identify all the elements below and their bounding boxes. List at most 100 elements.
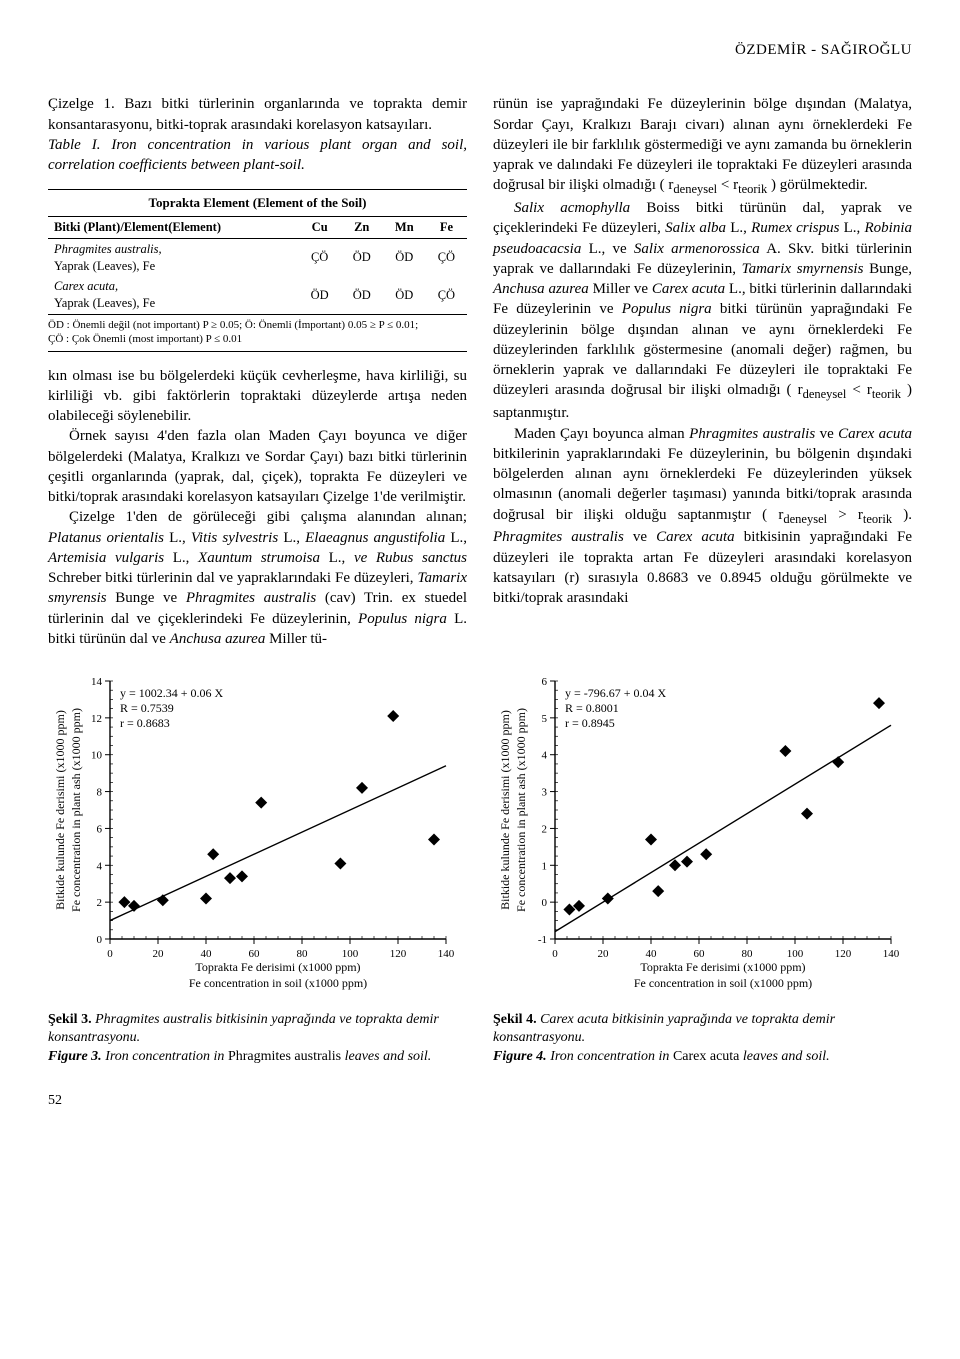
svg-text:Toprakta Fe derisimi (x1000 pp: Toprakta Fe derisimi (x1000 ppm)	[195, 960, 360, 974]
body-para: kın olması ise bu bölgelerdeki küçük cev…	[48, 366, 467, 427]
svg-text:Toprakta Fe derisimi (x1000 pp: Toprakta Fe derisimi (x1000 ppm)	[640, 960, 805, 974]
svg-text:6: 6	[97, 824, 103, 836]
text-columns: Çizelge 1. Bazı bitki türlerinin organla…	[48, 94, 912, 649]
element-table: Bitki (Plant)/Element(Element) Cu Zn Mn …	[48, 216, 467, 315]
fig4-caption: Şekil 4. Carex acuta bitkisinin yaprağın…	[493, 1011, 912, 1066]
col-mn: Mn	[383, 216, 426, 238]
fig4-en-bold: Figure 4.	[493, 1049, 547, 1064]
svg-text:5: 5	[542, 713, 548, 725]
svg-text:40: 40	[646, 948, 658, 960]
fig3-caption: Şekil 3. Phragmites australis bitkisinin…	[48, 1011, 467, 1066]
svg-text:4: 4	[542, 750, 548, 762]
cell: ÖD	[299, 276, 341, 314]
running-head: ÖZDEMİR - SAĞIROĞLU	[48, 40, 912, 60]
right-column: rünün ise yaprağındaki Fe düzeylerinin b…	[493, 94, 912, 649]
svg-text:12: 12	[91, 713, 102, 725]
svg-text:Fe concentration in soil (x100: Fe concentration in soil (x1000 ppm)	[189, 976, 367, 990]
row-label: Phragmites australis,Yaprak (Leaves), Fe	[48, 238, 299, 276]
table-caption-en-prefix: Table I.	[48, 137, 100, 153]
fig3-tr: Phragmites australis bitkisinin yaprağın…	[48, 1012, 439, 1045]
svg-text:20: 20	[153, 948, 165, 960]
table-caption: Çizelge 1. Bazı bitki türlerinin organla…	[48, 94, 467, 175]
body-para: Çizelge 1'den de görüleceği gibi çalışma…	[48, 507, 467, 649]
fig4-tr-bold: Şekil 4.	[493, 1012, 537, 1027]
row-label: Carex acuta,Yaprak (Leaves), Fe	[48, 276, 299, 314]
svg-text:2: 2	[97, 897, 103, 909]
cell: ÇÖ	[426, 238, 467, 276]
cell: ÖD	[341, 238, 383, 276]
svg-text:140: 140	[438, 948, 455, 960]
svg-text:120: 120	[390, 948, 407, 960]
table-caption-tr: Çizelge 1. Bazı bitki türlerinin organla…	[48, 94, 467, 135]
col-cu: Cu	[299, 216, 341, 238]
cell: ÇÖ	[426, 276, 467, 314]
cell: ÖD	[383, 238, 426, 276]
svg-text:r = 0.8683: r = 0.8683	[120, 716, 170, 730]
svg-text:100: 100	[342, 948, 359, 960]
svg-text:R = 0.8001: R = 0.8001	[565, 701, 619, 715]
svg-text:r = 0.8945: r = 0.8945	[565, 716, 615, 730]
fig4-en-after: leaves and soil.	[739, 1049, 829, 1064]
table-rowhead: Bitki (Plant)/Element(Element)	[48, 216, 299, 238]
table-header-row: Bitki (Plant)/Element(Element) Cu Zn Mn …	[48, 216, 467, 238]
figure-row: 02040608010012014002468101214y = 1002.34…	[48, 671, 912, 1066]
table-row: Phragmites australis,Yaprak (Leaves), Fe…	[48, 238, 467, 276]
svg-text:6: 6	[542, 676, 548, 688]
fig3-tr-bold: Şekil 3.	[48, 1012, 92, 1027]
svg-text:3: 3	[542, 787, 548, 799]
svg-text:Fe concentration in plant ash: Fe concentration in plant ash (x1000 ppm…	[69, 708, 83, 912]
figure-4: 020406080100120140-10123456y = -796.67 +…	[493, 671, 912, 1066]
svg-text:20: 20	[598, 948, 610, 960]
svg-text:Bitkide kulunde Fe derisimi (x: Bitkide kulunde Fe derisimi (x1000 ppm)	[498, 710, 512, 910]
svg-text:60: 60	[249, 948, 261, 960]
svg-text:0: 0	[97, 934, 103, 946]
svg-text:Fe concentration in plant ash: Fe concentration in plant ash (x1000 ppm…	[514, 708, 528, 912]
body-para: Salix acmophylla Boiss bitki türünün dal…	[493, 198, 912, 423]
cell: ÇÖ	[299, 238, 341, 276]
svg-text:y = -796.67 + 0.04 X: y = -796.67 + 0.04 X	[565, 686, 667, 700]
fig3-en-after: leaves and soil.	[341, 1049, 431, 1064]
svg-text:120: 120	[835, 948, 852, 960]
svg-text:100: 100	[787, 948, 804, 960]
chart-phragmites: 0 20 40 60 80 100 120 140 0 2 4 6 8 10 12 14 y = 1002.34…	[48, 671, 458, 1001]
table-caption-en-text: Iron concentration in various plant orga…	[48, 137, 467, 173]
svg-text:60: 60	[694, 948, 706, 960]
table-row: Carex acuta,Yaprak (Leaves), Fe ÖD ÖD ÖD…	[48, 276, 467, 314]
svg-text:10: 10	[91, 750, 103, 762]
body-para: rünün ise yaprağındaki Fe düzeylerinin b…	[493, 94, 912, 198]
table-caption-en: Table I. Iron concentration in various p…	[48, 135, 467, 176]
svg-text:Fe concentration in soil (x100: Fe concentration in soil (x1000 ppm)	[634, 976, 812, 990]
svg-text:8: 8	[97, 787, 103, 799]
svg-text:80: 80	[297, 948, 309, 960]
fig4-en-before: Iron concentration in	[547, 1049, 673, 1064]
fig4-tr: Carex acuta bitkisinin yaprağında ve top…	[493, 1012, 835, 1045]
cell: ÖD	[341, 276, 383, 314]
svg-text:40: 40	[201, 948, 213, 960]
svg-text:Bitkide kulunde Fe derisimi (x: Bitkide kulunde Fe derisimi (x1000 ppm)	[53, 710, 67, 910]
svg-text:y = 1002.34 + 0.06 X: y = 1002.34 + 0.06 X	[120, 686, 224, 700]
col-fe: Fe	[426, 216, 467, 238]
svg-text:80: 80	[742, 948, 754, 960]
fig3-species: Phragmites australis	[228, 1049, 341, 1064]
svg-text:4: 4	[97, 860, 103, 872]
page-number: 52	[48, 1092, 912, 1111]
svg-text:140: 140	[883, 948, 900, 960]
svg-text:R = 0.7539: R = 0.7539	[120, 701, 174, 715]
body-para: Örnek sayısı 4'den fazla olan Maden Çayı…	[48, 426, 467, 507]
left-column: Çizelge 1. Bazı bitki türlerinin organla…	[48, 94, 467, 649]
svg-text:2: 2	[542, 824, 548, 836]
element-table-wrap: Toprakta Element (Element of the Soil) B…	[48, 189, 467, 351]
col-zn: Zn	[341, 216, 383, 238]
chart-carex: 020406080100120140-10123456y = -796.67 +…	[493, 671, 903, 1001]
svg-text:14: 14	[91, 676, 103, 688]
fig4-species: Carex acuta	[673, 1049, 739, 1064]
svg-text:0: 0	[107, 948, 113, 960]
svg-text:0: 0	[552, 948, 558, 960]
svg-text:1: 1	[542, 860, 548, 872]
figure-3: 0 20 40 60 80 100 120 140 0 2 4 6 8 10 12 14 y = 1002.34…	[48, 671, 467, 1066]
table-footnote: ÖD : Önemli değil (not important) P ≥ 0.…	[48, 319, 467, 352]
cell: ÖD	[383, 276, 426, 314]
fig3-en-before: Iron concentration in	[102, 1049, 228, 1064]
body-para: Maden Çayı boyunca alman Phragmites aust…	[493, 424, 912, 609]
svg-text:0: 0	[542, 897, 548, 909]
